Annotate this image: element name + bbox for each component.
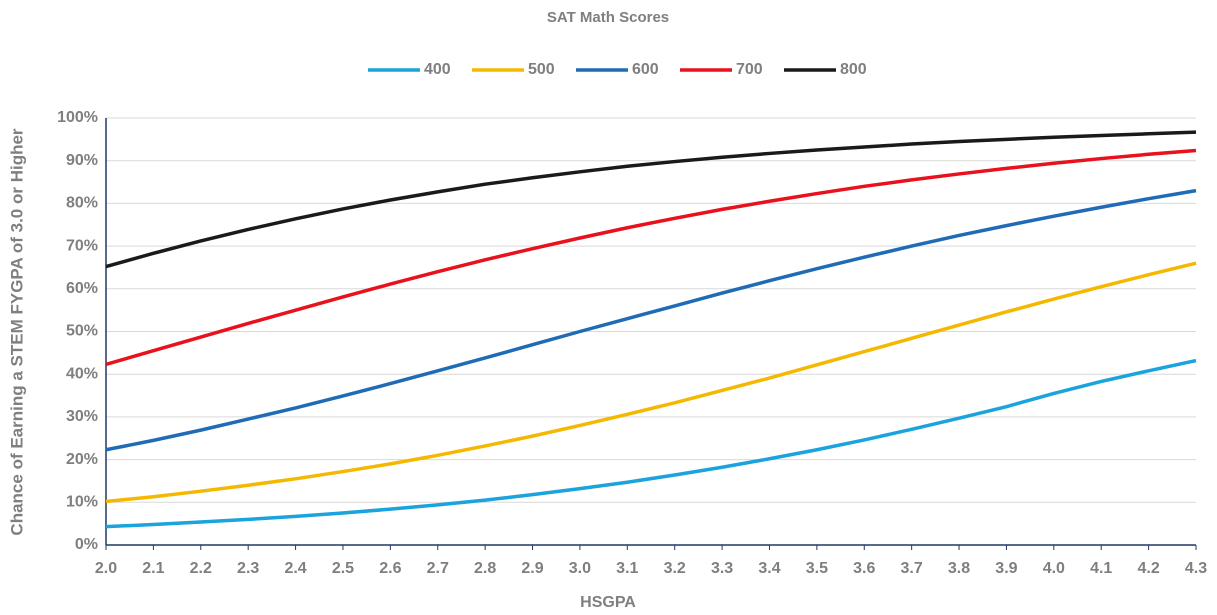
x-tick-label: 2.8 — [474, 560, 496, 577]
series-line — [105, 148, 1197, 367]
x-tick-label: 3.9 — [995, 560, 1017, 577]
y-tick-label: 0% — [75, 536, 98, 553]
x-tick-label: 3.5 — [806, 560, 828, 577]
y-tick-label: 30% — [66, 408, 98, 425]
x-tick-label: 3.4 — [758, 560, 780, 577]
x-tick-label: 2.1 — [142, 560, 164, 577]
x-tick-label: 2.3 — [237, 560, 259, 577]
x-tick-label: 4.3 — [1185, 560, 1207, 577]
y-tick-label: 60% — [66, 280, 98, 297]
y-tick-label: 100% — [57, 109, 98, 126]
x-tick-label: 2.4 — [284, 560, 306, 577]
y-tick-label: 50% — [66, 323, 98, 340]
y-tick-label: 90% — [66, 152, 98, 169]
y-tick-label: 70% — [66, 237, 98, 254]
series-line — [105, 188, 1197, 452]
series-line — [105, 358, 1197, 529]
legend-label: 700 — [736, 61, 763, 78]
x-tick-label: 2.0 — [95, 560, 117, 577]
legend-label: 500 — [528, 61, 555, 78]
legend-label: 800 — [840, 61, 867, 78]
x-tick-label: 3.2 — [664, 560, 686, 577]
x-tick-label: 3.0 — [569, 560, 591, 577]
chart-title: SAT Math Scores — [547, 9, 669, 26]
y-tick-label: 20% — [66, 451, 98, 468]
x-tick-label: 3.8 — [948, 560, 970, 577]
x-tick-label: 2.9 — [521, 560, 543, 577]
y-axis-label: Chance of Earning a STEM FYGPA of 3.0 or… — [7, 128, 26, 535]
series-line — [105, 261, 1197, 504]
x-tick-label: 2.5 — [332, 560, 354, 577]
x-tick-label: 2.6 — [379, 560, 401, 577]
x-axis-label: HSGPA — [580, 594, 636, 611]
legend-label: 600 — [632, 61, 659, 78]
x-tick-label: 3.3 — [711, 560, 733, 577]
y-tick-label: 80% — [66, 195, 98, 212]
x-tick-label: 3.6 — [853, 560, 875, 577]
x-tick-label: 4.1 — [1090, 560, 1112, 577]
x-tick-label: 3.7 — [901, 560, 923, 577]
y-tick-label: 40% — [66, 365, 98, 382]
x-tick-label: 2.7 — [427, 560, 449, 577]
x-tick-label: 4.2 — [1137, 560, 1159, 577]
legend-label: 400 — [424, 61, 451, 78]
x-tick-label: 4.0 — [1043, 560, 1065, 577]
y-tick-label: 10% — [66, 494, 98, 511]
series-line — [105, 130, 1197, 269]
x-tick-label: 3.1 — [616, 560, 638, 577]
x-tick-label: 2.2 — [190, 560, 212, 577]
